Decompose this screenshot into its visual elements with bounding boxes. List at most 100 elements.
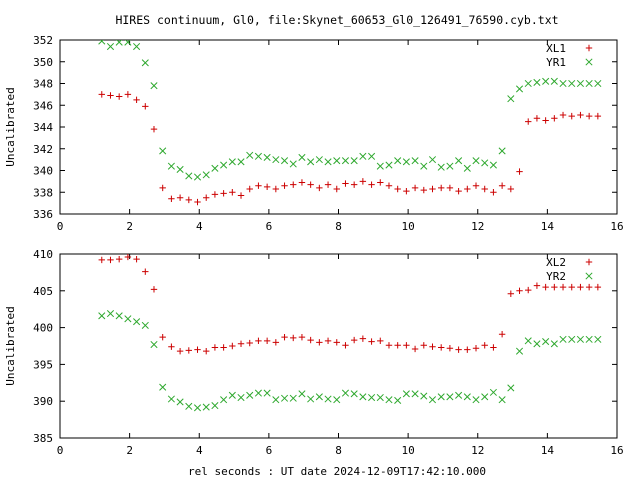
data-point xyxy=(159,184,166,192)
data-point xyxy=(307,395,315,403)
data-point xyxy=(559,111,567,119)
data-point xyxy=(185,347,193,354)
data-point xyxy=(359,335,367,342)
data-point xyxy=(255,337,262,345)
data-point xyxy=(229,189,236,196)
data-point xyxy=(594,335,602,343)
data-point xyxy=(464,185,471,193)
data-point xyxy=(315,156,323,164)
data-point xyxy=(124,254,132,261)
data-point xyxy=(246,151,254,159)
data-point xyxy=(403,187,410,195)
data-point xyxy=(551,283,558,291)
data-point xyxy=(133,42,141,51)
data-point xyxy=(455,187,462,195)
data-point xyxy=(167,162,175,170)
data-point xyxy=(159,333,166,341)
data-point xyxy=(220,161,228,169)
data-point xyxy=(229,342,236,350)
data-point xyxy=(429,185,436,193)
data-point xyxy=(280,394,289,402)
data-point xyxy=(107,92,114,99)
data-point xyxy=(220,344,227,351)
data-point xyxy=(542,117,549,124)
data-point xyxy=(568,283,575,291)
data-point xyxy=(98,312,106,320)
data-point xyxy=(316,184,323,192)
data-point xyxy=(106,42,115,51)
data-point xyxy=(298,179,306,186)
data-point xyxy=(272,339,280,346)
y-axis-label: Uncalibrated xyxy=(4,87,17,166)
data-point xyxy=(498,147,506,155)
data-point xyxy=(411,345,419,353)
y-tick-label: 385 xyxy=(33,432,53,445)
data-point xyxy=(368,393,376,402)
data-point xyxy=(280,157,289,165)
data-point xyxy=(167,395,175,403)
data-point xyxy=(368,152,376,160)
data-point xyxy=(289,394,297,402)
y-tick-label: 336 xyxy=(33,208,53,221)
data-point xyxy=(307,336,314,344)
data-point xyxy=(481,342,488,349)
data-point xyxy=(498,396,506,404)
data-point xyxy=(585,283,593,291)
y-tick-label: 352 xyxy=(33,34,53,47)
data-point xyxy=(228,391,236,399)
data-point xyxy=(507,95,515,103)
legend-label: YR1 xyxy=(546,56,566,69)
data-point xyxy=(211,402,219,410)
data-point xyxy=(490,189,497,196)
data-point xyxy=(254,152,262,160)
x-tick-label: 2 xyxy=(126,220,133,233)
data-point xyxy=(533,340,541,348)
data-point xyxy=(272,396,280,404)
data-point xyxy=(289,160,297,168)
data-point xyxy=(203,347,210,355)
data-point xyxy=(403,342,410,349)
data-point xyxy=(525,118,532,125)
data-point xyxy=(141,321,149,329)
data-point xyxy=(228,158,236,166)
data-point xyxy=(472,345,480,352)
data-point xyxy=(550,77,558,85)
data-point xyxy=(490,344,497,351)
data-point xyxy=(290,334,297,342)
x-axis-label: rel seconds : UT date 2024-12-09T17:42:1… xyxy=(188,465,486,478)
x-tick-label: 2 xyxy=(126,444,133,457)
data-point xyxy=(281,333,288,341)
data-point xyxy=(437,163,445,171)
data-point xyxy=(150,82,158,90)
data-point xyxy=(263,153,271,162)
data-point xyxy=(176,347,184,355)
data-point xyxy=(141,59,149,67)
data-point xyxy=(472,182,480,189)
data-point xyxy=(368,338,375,345)
y-tick-label: 400 xyxy=(33,322,53,335)
data-point xyxy=(193,173,202,181)
data-point xyxy=(411,390,419,398)
data-point xyxy=(220,396,228,404)
data-point xyxy=(324,395,332,403)
data-point xyxy=(333,157,341,165)
data-point xyxy=(576,335,585,343)
data-point xyxy=(98,91,105,98)
data-point xyxy=(515,347,524,355)
data-point xyxy=(185,196,193,204)
y-tick-label: 338 xyxy=(33,186,53,199)
legend-label: YR2 xyxy=(546,270,566,283)
data-point xyxy=(359,393,367,401)
x-tick-label: 10 xyxy=(402,220,415,233)
data-point xyxy=(515,85,524,93)
x-tick-label: 14 xyxy=(541,220,555,233)
series-xl1 xyxy=(98,91,602,206)
data-point xyxy=(576,79,585,88)
data-point xyxy=(420,392,428,400)
y-tick-label: 342 xyxy=(33,143,53,156)
data-point xyxy=(568,79,576,88)
data-point xyxy=(133,255,140,263)
bottom-panel: 0 2 4 6 8 10 12 14 16 385 390 395 400 405 410 Uncalibra… xyxy=(4,248,624,457)
data-point xyxy=(394,157,402,165)
data-point xyxy=(507,185,515,193)
